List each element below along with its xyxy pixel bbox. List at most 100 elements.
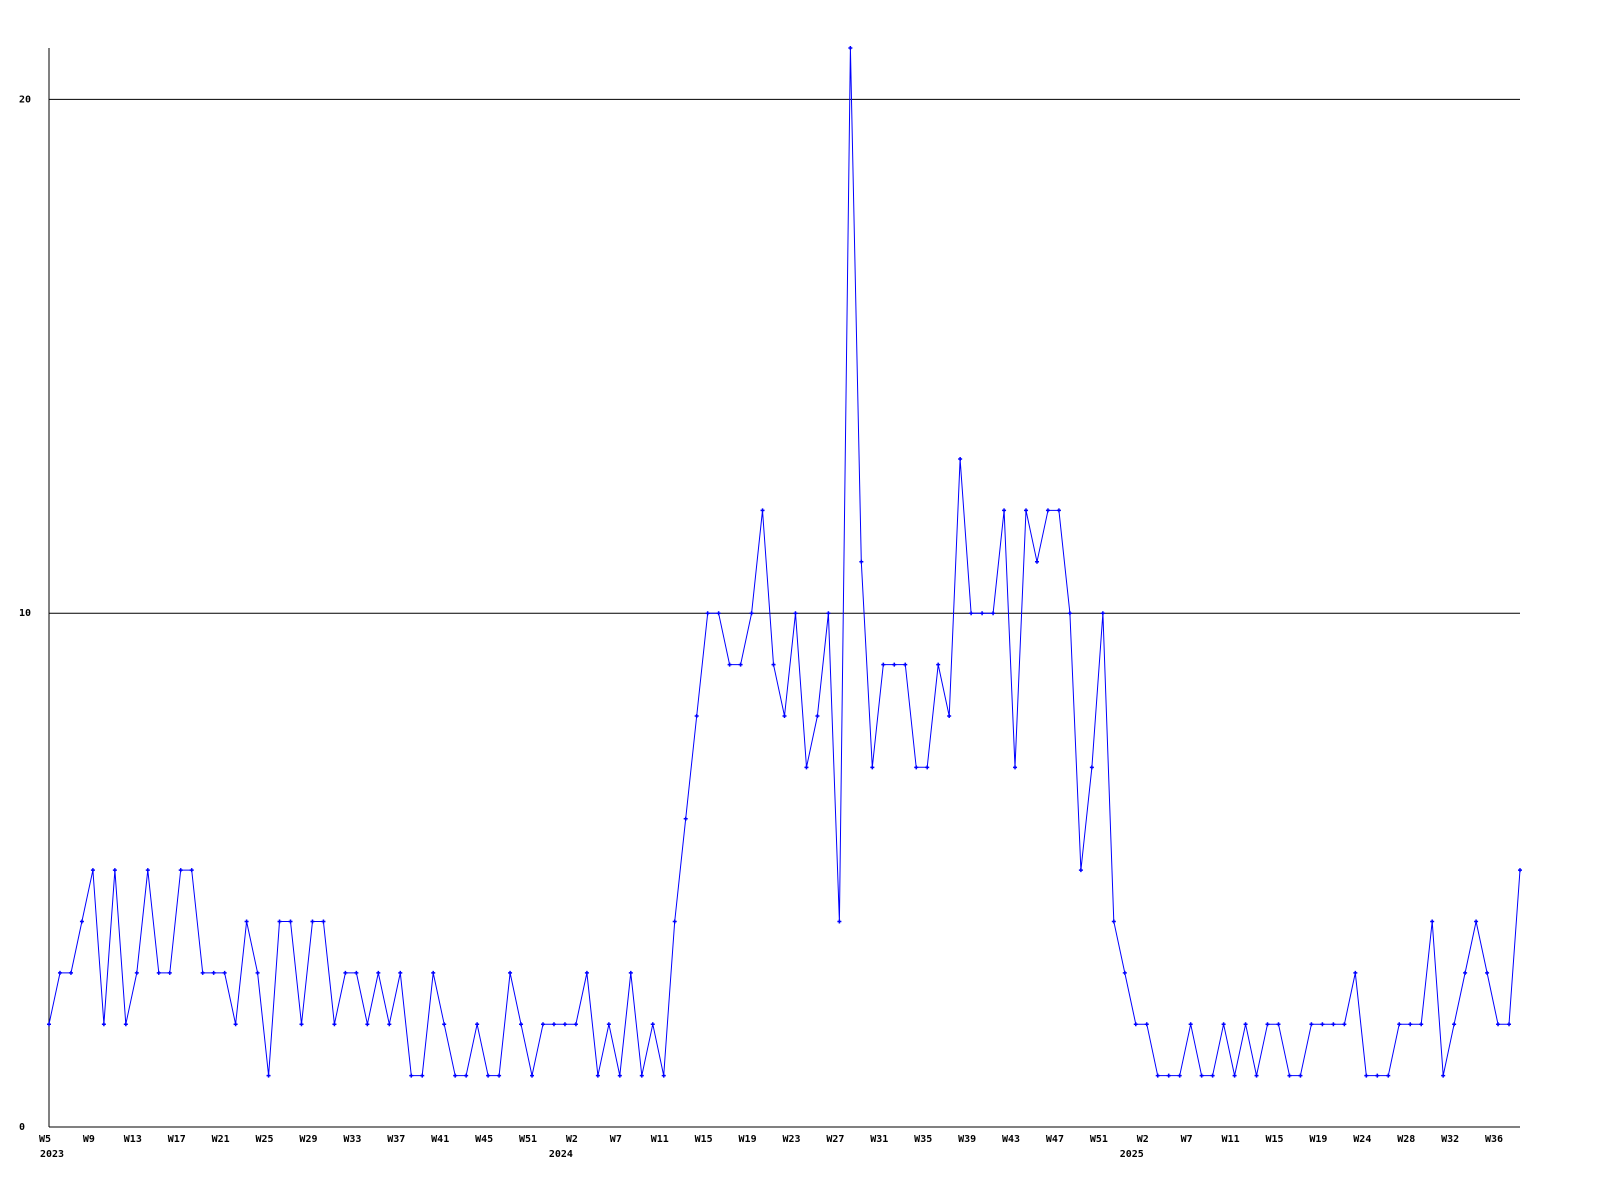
data-point — [771, 662, 776, 667]
data-point — [211, 970, 216, 975]
x-tick-label: W39 — [958, 1134, 976, 1145]
data-point — [540, 1022, 545, 1027]
data-point — [409, 1073, 414, 1078]
data-point — [354, 970, 359, 975]
data-point — [475, 1022, 480, 1027]
year-label: 2025 — [1120, 1149, 1144, 1160]
data-point — [1188, 1022, 1193, 1027]
data-point — [1298, 1073, 1303, 1078]
data-point — [167, 970, 172, 975]
data-point — [584, 970, 589, 975]
data-point — [958, 457, 963, 462]
data-point — [1507, 1022, 1512, 1027]
data-point — [134, 970, 139, 975]
data-point — [606, 1022, 611, 1027]
data-point — [101, 1022, 106, 1027]
data-point — [365, 1022, 370, 1027]
axes — [48, 48, 1520, 1128]
data-point — [650, 1022, 655, 1027]
data-point — [442, 1022, 447, 1027]
data-point — [925, 765, 930, 770]
x-tick-label: W36 — [1485, 1134, 1503, 1145]
year-label: 2024 — [549, 1149, 573, 1160]
data-point — [1353, 970, 1358, 975]
data-point — [266, 1073, 271, 1078]
data-point — [705, 611, 710, 616]
data-point — [573, 1022, 578, 1027]
x-tick-label: W7 — [610, 1134, 622, 1145]
x-tick-label: W23 — [782, 1134, 800, 1145]
data-point — [837, 919, 842, 924]
data-point — [178, 868, 183, 873]
data-point — [980, 611, 985, 616]
data-point — [1210, 1073, 1215, 1078]
x-tick-label: W11 — [651, 1134, 669, 1145]
data-point — [1331, 1022, 1336, 1027]
data-point — [57, 970, 62, 975]
data-point — [1441, 1073, 1446, 1078]
data-point — [870, 765, 875, 770]
x-tick-label: W28 — [1397, 1134, 1415, 1145]
data-point — [892, 662, 897, 667]
data-point — [277, 919, 282, 924]
data-point — [376, 970, 381, 975]
data-point — [1002, 508, 1007, 513]
x-tick-labels: W5 W9 W13 W17 W21 W25 W29 W33 W37 W41 W45 W51 W2 W7 W1… — [39, 1134, 1503, 1160]
data-point — [1013, 765, 1018, 770]
data-point — [936, 662, 941, 667]
data-point — [431, 970, 436, 975]
x-tick-label: W2 — [566, 1134, 578, 1145]
data-point — [683, 816, 688, 821]
x-tick-label: W32 — [1441, 1134, 1459, 1145]
x-tick-label: W35 — [914, 1134, 932, 1145]
data-point — [123, 1022, 128, 1027]
data-point — [343, 970, 348, 975]
x-tick-label: W37 — [387, 1134, 405, 1145]
data-point — [1364, 1073, 1369, 1078]
x-tick-label: W13 — [124, 1134, 142, 1145]
data-point — [68, 970, 73, 975]
data-point — [453, 1073, 458, 1078]
data-point — [222, 970, 227, 975]
x-tick-label: W27 — [826, 1134, 844, 1145]
data-point — [1056, 508, 1061, 513]
data-point — [903, 662, 908, 667]
x-tick-label: W31 — [870, 1134, 888, 1145]
data-point — [387, 1022, 392, 1027]
data-point — [288, 919, 293, 924]
data-point — [804, 765, 809, 770]
data-point — [398, 970, 403, 975]
data-point — [1078, 868, 1083, 873]
x-tick-label: W21 — [212, 1134, 230, 1145]
data-point — [244, 919, 249, 924]
data-point — [1144, 1022, 1149, 1027]
data-point — [991, 611, 996, 616]
data-point — [1342, 1022, 1347, 1027]
data-point — [332, 1022, 337, 1027]
x-tick-label: W24 — [1353, 1134, 1371, 1145]
data-point — [321, 919, 326, 924]
data-point — [716, 611, 721, 616]
data-point — [1496, 1022, 1501, 1027]
data-point — [508, 970, 513, 975]
data-point — [156, 970, 161, 975]
data-point — [881, 662, 886, 667]
x-tick-label: W25 — [256, 1134, 274, 1145]
data-point — [1133, 1022, 1138, 1027]
data-point — [420, 1073, 425, 1078]
data-point — [1024, 508, 1029, 513]
data-point — [255, 970, 260, 975]
x-tick-label: W19 — [1309, 1134, 1327, 1145]
x-tick-label: W11 — [1222, 1134, 1240, 1145]
data-point — [90, 868, 95, 873]
data-point — [727, 662, 732, 667]
data-point — [1155, 1073, 1160, 1078]
data-point — [562, 1022, 567, 1027]
y-tick-label: 20 — [19, 94, 31, 105]
x-tick-label: W29 — [299, 1134, 317, 1145]
data-point — [310, 919, 315, 924]
data-point — [200, 970, 205, 975]
data-point — [530, 1073, 535, 1078]
data-point — [1045, 508, 1050, 513]
